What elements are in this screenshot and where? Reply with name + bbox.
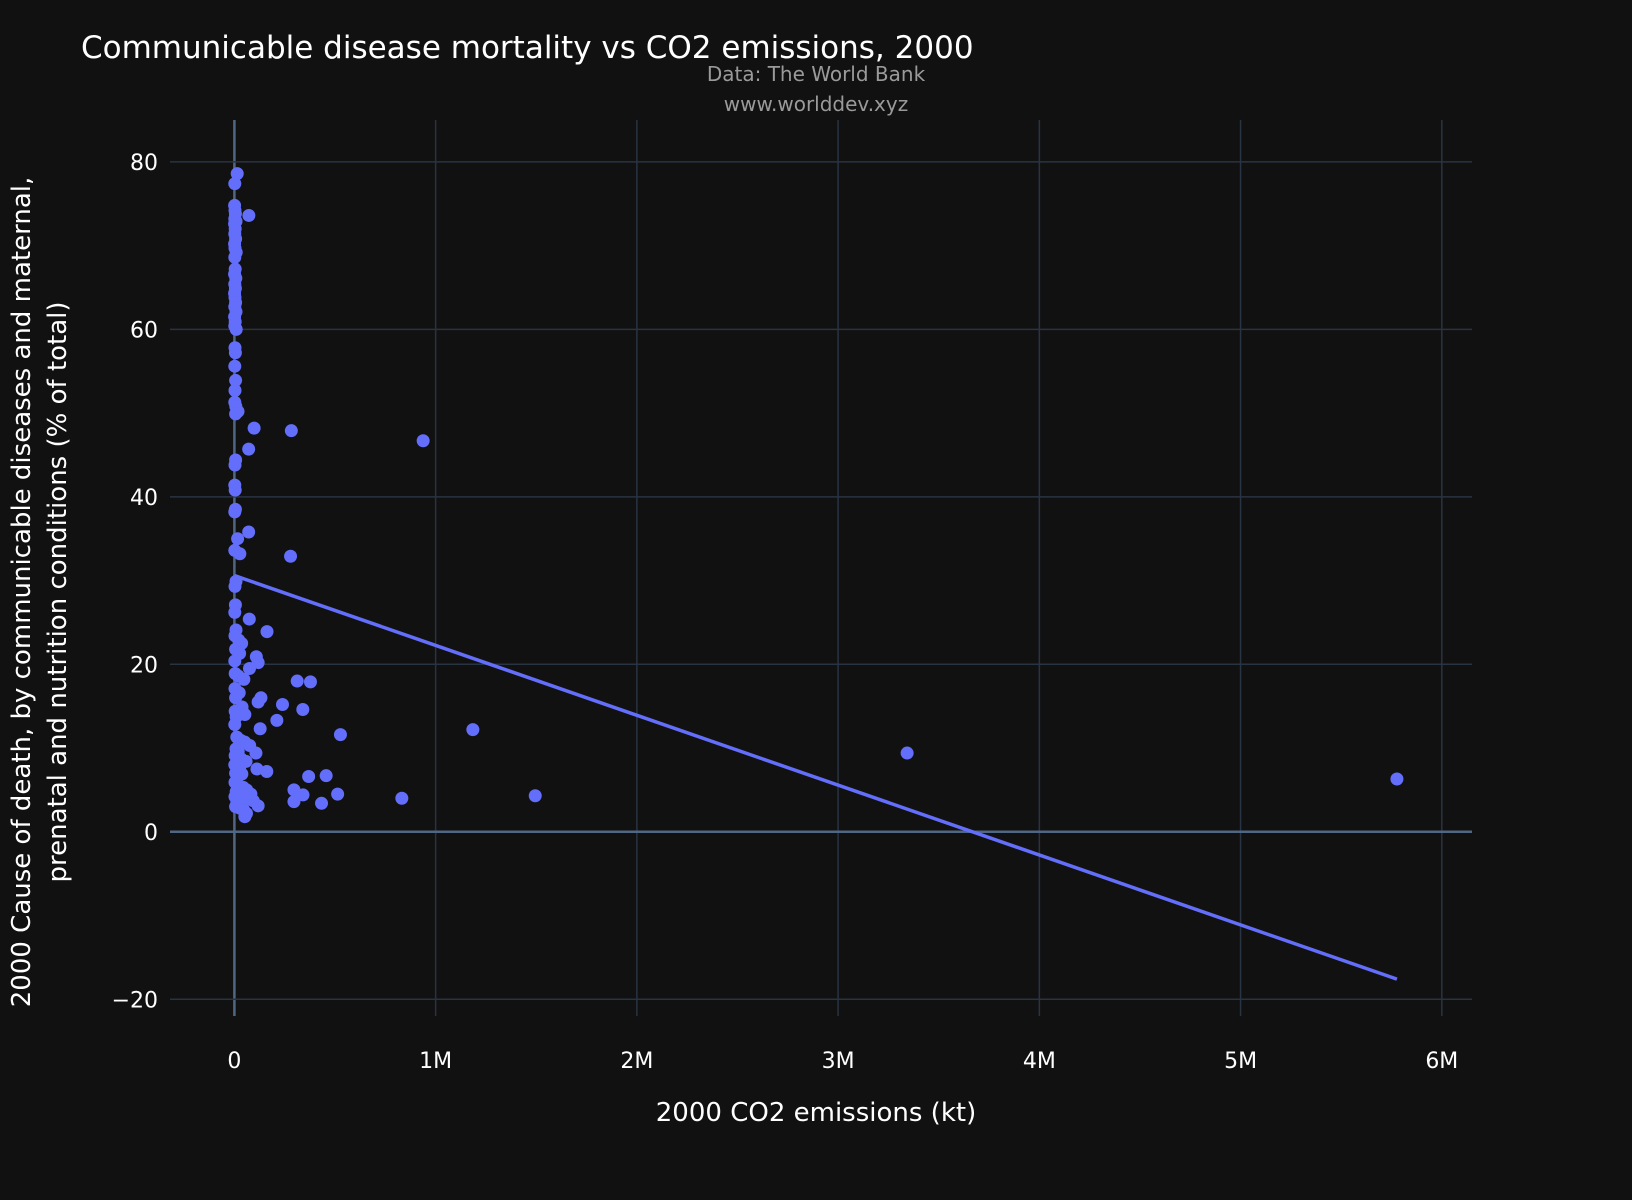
data-point bbox=[242, 442, 256, 456]
y-tick-label: 0 bbox=[144, 821, 158, 846]
data-point bbox=[1390, 772, 1404, 786]
data-point bbox=[228, 346, 242, 360]
data-point bbox=[229, 322, 243, 336]
data-point bbox=[287, 795, 301, 809]
data-point bbox=[395, 791, 409, 805]
trendline-layer bbox=[233, 573, 1398, 981]
chart-title: Communicable disease mortality vs CO2 em… bbox=[81, 30, 974, 66]
data-point bbox=[228, 359, 242, 373]
data-point bbox=[251, 799, 265, 813]
data-point bbox=[228, 654, 242, 668]
x-axis-title: 2000 CO2 emissions (kt) bbox=[656, 1098, 976, 1128]
data-point bbox=[270, 713, 284, 727]
y-tick-label: −20 bbox=[112, 988, 158, 1013]
y-tick-label: 80 bbox=[130, 151, 158, 176]
y-tick-label: 60 bbox=[130, 318, 158, 343]
data-point bbox=[242, 525, 256, 539]
data-point bbox=[250, 762, 264, 776]
data-point bbox=[228, 483, 242, 497]
data-point bbox=[238, 810, 252, 824]
data-point bbox=[253, 722, 267, 736]
data-point bbox=[231, 532, 245, 546]
data-point bbox=[242, 612, 256, 626]
x-tick-label: 2M bbox=[620, 1049, 653, 1074]
data-point bbox=[228, 250, 242, 264]
y-axis-title: 2000 Cause of death, by communicable dis… bbox=[7, 177, 73, 1008]
x-tick-label: 1M bbox=[419, 1049, 452, 1074]
data-point bbox=[228, 718, 242, 732]
data-point bbox=[242, 208, 256, 222]
data-point bbox=[247, 421, 261, 435]
data-point bbox=[528, 789, 542, 803]
y-tick-label: 20 bbox=[130, 653, 158, 678]
data-point bbox=[251, 695, 265, 709]
data-point bbox=[331, 787, 345, 801]
x-tick-label: 4M bbox=[1023, 1049, 1056, 1074]
data-point bbox=[284, 549, 298, 563]
tick-label-layer: 0 1M 2M 3M 4M 5M 6M −20 0 20 40 60 80 bbox=[112, 151, 1459, 1074]
data-point bbox=[230, 167, 244, 181]
data-point bbox=[228, 383, 242, 397]
data-point bbox=[228, 177, 242, 191]
data-point bbox=[315, 796, 329, 810]
x-tick-label: 6M bbox=[1425, 1049, 1458, 1074]
data-point bbox=[296, 788, 310, 802]
data-point bbox=[319, 769, 333, 783]
x-tick-label: 3M bbox=[822, 1049, 855, 1074]
data-point bbox=[416, 434, 430, 448]
data-point bbox=[275, 697, 289, 711]
y-axis-title-line-1: 2000 Cause of death, by communicable dis… bbox=[7, 177, 37, 1008]
data-point bbox=[303, 675, 317, 689]
data-point bbox=[249, 746, 263, 760]
data-point bbox=[302, 770, 316, 784]
points-layer bbox=[228, 167, 1404, 824]
data-point bbox=[228, 458, 242, 472]
data-point bbox=[290, 674, 304, 688]
data-point bbox=[260, 764, 274, 778]
data-point bbox=[284, 424, 298, 438]
x-tick-label: 5M bbox=[1224, 1049, 1257, 1074]
data-point bbox=[229, 407, 243, 421]
chart-subtitle-line-2: www.worlddev.xyz bbox=[724, 92, 908, 116]
data-point bbox=[228, 605, 242, 619]
y-tick-label: 40 bbox=[130, 486, 158, 511]
data-point bbox=[237, 672, 251, 686]
grid-layer bbox=[170, 120, 1472, 1016]
data-point bbox=[296, 703, 310, 717]
data-point bbox=[242, 661, 256, 675]
data-point bbox=[233, 547, 247, 561]
y-axis-title-line-2: prenatal and nutrition conditions (% of … bbox=[43, 301, 73, 882]
data-point bbox=[466, 723, 480, 737]
data-point bbox=[260, 625, 274, 639]
data-point bbox=[228, 579, 242, 593]
x-tick-label: 0 bbox=[227, 1049, 241, 1074]
data-point bbox=[229, 691, 243, 705]
data-point bbox=[900, 746, 914, 760]
chart-subtitle-line-1: Data: The World Bank bbox=[707, 62, 926, 86]
data-point bbox=[333, 728, 347, 742]
trendline bbox=[233, 573, 1398, 981]
data-point bbox=[228, 505, 242, 519]
data-point bbox=[229, 373, 243, 387]
